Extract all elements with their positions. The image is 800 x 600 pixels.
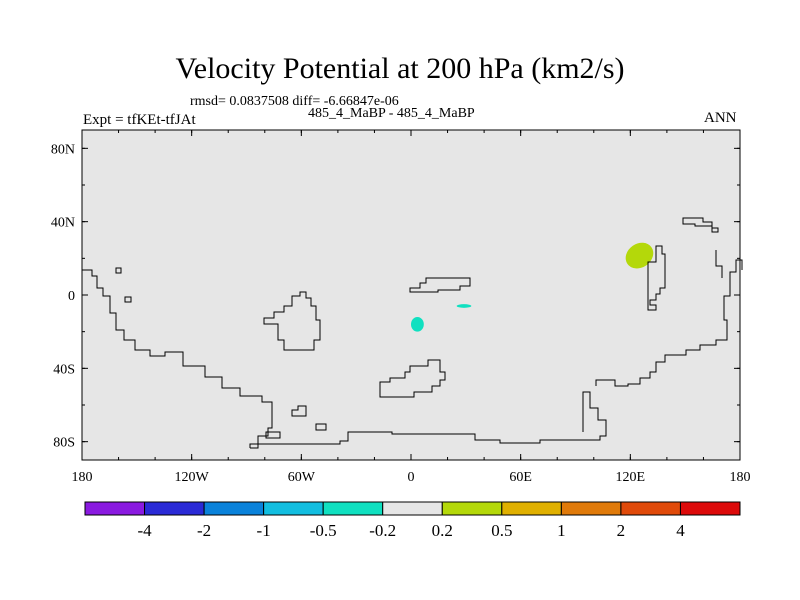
colorbar-label-1: -2 [197,521,211,540]
colorbar-swatch-9 [620,501,681,516]
coastline-africa-south [379,359,446,398]
plot-background [82,130,740,460]
colorbar-swatch-2 [203,501,265,516]
experiment-label: Expt = tfKEt-tfJAt [83,112,196,128]
colorbar-label-9: 4 [676,521,685,540]
colorbar-swatch-5 [382,501,443,516]
season-label: ANN [704,110,737,126]
y-tick-label-0: 80N [51,142,75,157]
rmsd-diff-stats: rmsd= 0.0837508 diff= -6.66847e-06 [190,94,399,109]
case-label: 485_4_MaBP - 485_4_MaBP [308,106,475,121]
x-tick-label-0: 180 [72,470,93,485]
colorbar-label-5: 0.2 [432,521,453,540]
colorbar-label-8: 2 [617,521,626,540]
chart-title: Velocity Potential at 200 hPa (km2/s) [175,52,625,85]
region-0 [625,242,654,269]
y-tick-label-1: 40N [51,216,75,231]
coastline [82,217,743,449]
colorbar: -4 -2 -1 -0.5 -0.2 0.2 0.5 1 2 4 [84,501,741,540]
contour-regions [411,242,654,332]
x-tick-label-3: 0 [408,470,415,485]
colorbar-swatch-8 [560,501,622,516]
x-axis: 180 120W 60W 0 60E 120E 180 [72,130,751,485]
x-tick-label-5: 120E [616,470,646,485]
y-tick-label-4: 80S [53,436,75,451]
colorbar-label-2: -1 [257,521,271,540]
coastline-asia-east [647,217,723,311]
colorbar-label-6: 0.5 [491,521,512,540]
x-tick-label-6: 180 [730,470,751,485]
colorbar-label-4: -0.2 [369,521,396,540]
x-tick-label-1: 120W [175,470,210,485]
region-2 [456,304,472,308]
y-tick-label-2: 0 [68,289,75,304]
x-tick-label-4: 60E [509,470,532,485]
coastline-antarctic [250,428,607,449]
coastline-australia-rim [582,259,743,432]
y-axis: 80N 40N 0 40S 80S [51,142,740,451]
colorbar-swatch-6 [441,501,503,516]
colorbar-label-7: 1 [557,521,566,540]
colorbar-label-0: -4 [137,521,152,540]
region-1 [411,317,424,332]
colorbar-swatch-1 [144,501,205,516]
x-tick-label-2: 60W [288,470,316,485]
coastline-islands [115,267,327,439]
colorbar-swatch-4 [322,501,384,516]
y-tick-label-3: 40S [53,362,75,377]
colorbar-swatch-10 [679,501,741,516]
colorbar-swatch-7 [501,501,562,516]
coastline-americas-west [82,269,273,448]
coastline-south-america [263,291,321,351]
colorbar-swatch-0 [84,501,146,516]
coastline-africa-north [409,277,471,293]
colorbar-swatch-3 [263,501,324,516]
colorbar-label-3: -0.5 [310,521,337,540]
